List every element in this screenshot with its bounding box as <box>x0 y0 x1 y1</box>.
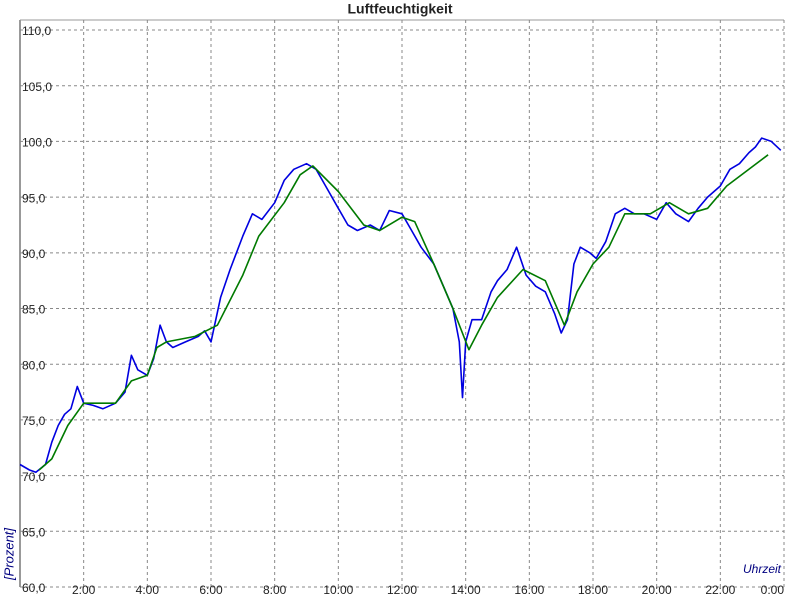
x-tick-label: 12:00 <box>387 583 417 597</box>
y-tick-label: 70,0 <box>22 470 46 484</box>
y-tick-label: 75,0 <box>22 414 46 428</box>
series-line <box>19 137 782 474</box>
x-tick-label: 16:00 <box>514 583 544 597</box>
x-tick-label: 4:00 <box>136 583 160 597</box>
y-tick-label: 90,0 <box>22 247 46 261</box>
x-tick-label: 20:00 <box>642 583 672 597</box>
x-tick-label: 18:00 <box>578 583 608 597</box>
y-tick-label: 100,0 <box>22 136 52 150</box>
series-line <box>38 154 769 471</box>
chart-title: Luftfeuchtigkeit <box>348 1 453 17</box>
y-tick-label: 110,0 <box>22 24 51 38</box>
y-tick-label: 80,0 <box>22 358 46 372</box>
x-tick-label: 0:00 <box>761 583 785 597</box>
y-axis-label: [Prozent] <box>1 528 16 581</box>
y-tick-label: 85,0 <box>22 303 46 317</box>
x-axis-label: Uhrzeit <box>743 562 782 576</box>
y-tick-label: 105,0 <box>22 80 52 94</box>
x-tick-label: 8:00 <box>263 583 287 597</box>
x-tick-label: 2:00 <box>72 583 96 597</box>
y-tick-label: 65,0 <box>22 525 46 539</box>
x-tick-label: 22:00 <box>705 583 735 597</box>
x-tick-label: 10:00 <box>323 583 353 597</box>
x-tick-label: 14:00 <box>451 583 481 597</box>
x-tick-label: 6:00 <box>199 583 223 597</box>
y-tick-label: 95,0 <box>22 191 46 205</box>
y-tick-label: 60,0 <box>22 581 46 595</box>
